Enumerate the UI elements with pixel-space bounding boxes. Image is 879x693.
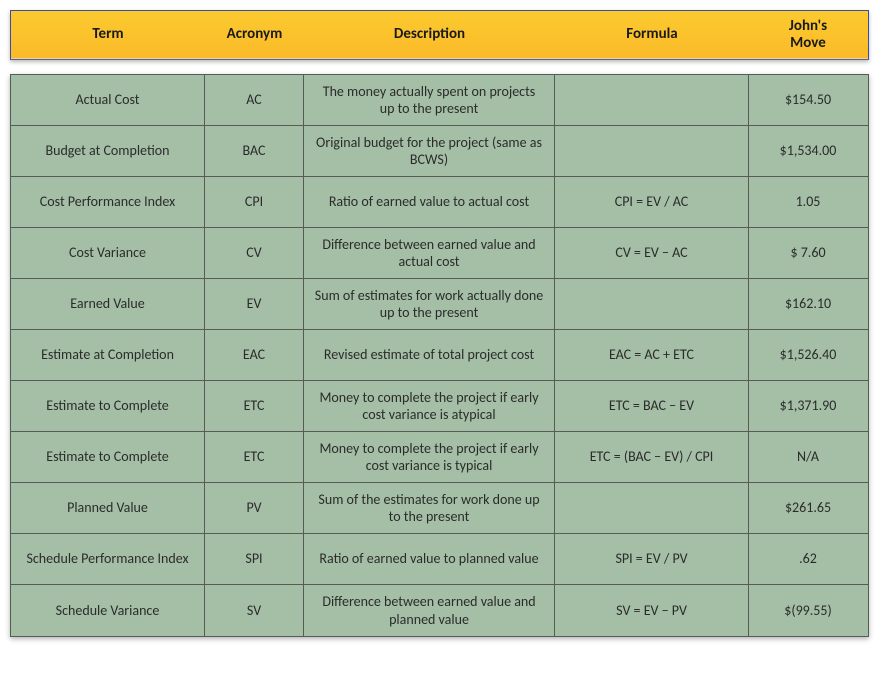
table-row: Estimate to Complete ETC Money to comple…	[11, 381, 868, 432]
table-row: Schedule Variance SV Difference between …	[11, 585, 868, 636]
cell-move: .62	[749, 534, 867, 584]
cell-desc: Money to complete the project if early c…	[304, 432, 555, 482]
table-body: Actual Cost AC The money actually spent …	[10, 74, 869, 637]
cell-formula: ETC = (BAC − EV) / CPI	[555, 432, 749, 482]
cell-term: Schedule Variance	[11, 585, 205, 636]
cell-move: N/A	[749, 432, 867, 482]
table-row: Earned Value EV Sum of estimates for wor…	[11, 279, 868, 330]
cell-formula	[555, 75, 749, 125]
cell-acronym: BAC	[205, 126, 304, 176]
cell-acronym: CV	[205, 228, 304, 278]
cell-term: Cost Performance Index	[11, 177, 205, 227]
header-formula: Formula	[555, 24, 749, 45]
cell-acronym: SV	[205, 585, 304, 636]
table-row: Estimate at Completion EAC Revised estim…	[11, 330, 868, 381]
table-row: Cost Variance CV Difference between earn…	[11, 228, 868, 279]
table-header-row: Term Acronym Description Formula John'sM…	[10, 10, 869, 60]
cell-term: Cost Variance	[11, 228, 205, 278]
cell-acronym: EAC	[205, 330, 304, 380]
cell-desc: Sum of the estimates for work done up to…	[304, 483, 555, 533]
cell-desc: Difference between earned value and plan…	[304, 585, 555, 636]
table-row: Planned Value PV Sum of the estimates fo…	[11, 483, 868, 534]
cell-term: Planned Value	[11, 483, 205, 533]
cell-desc: Ratio of earned value to planned value	[304, 534, 555, 584]
cell-desc: Ratio of earned value to actual cost	[304, 177, 555, 227]
evm-table: Term Acronym Description Formula John'sM…	[10, 10, 869, 637]
cell-formula: ETC = BAC − EV	[555, 381, 749, 431]
cell-term: Estimate to Complete	[11, 432, 205, 482]
cell-formula: SV = EV − PV	[555, 585, 749, 636]
cell-term: Estimate to Complete	[11, 381, 205, 431]
cell-move: $1,371.90	[749, 381, 867, 431]
cell-term: Budget at Completion	[11, 126, 205, 176]
cell-move: $154.50	[749, 75, 867, 125]
cell-desc: Original budget for the project (same as…	[304, 126, 555, 176]
cell-term: Actual Cost	[11, 75, 205, 125]
cell-move: $(99.55)	[749, 585, 867, 636]
cell-desc: Sum of estimates for work actually done …	[304, 279, 555, 329]
cell-move: $1,526.40	[749, 330, 867, 380]
cell-formula	[555, 126, 749, 176]
cell-acronym: ETC	[205, 381, 304, 431]
header-term: Term	[11, 24, 205, 45]
table-row: Estimate to Complete ETC Money to comple…	[11, 432, 868, 483]
cell-move: $ 7.60	[749, 228, 867, 278]
cell-desc: Revised estimate of total project cost	[304, 330, 555, 380]
cell-move: 1.05	[749, 177, 867, 227]
table-row: Actual Cost AC The money actually spent …	[11, 75, 868, 126]
cell-term: Schedule Performance Index	[11, 534, 205, 584]
cell-formula: EAC = AC + ETC	[555, 330, 749, 380]
table-row: Budget at Completion BAC Original budget…	[11, 126, 868, 177]
cell-acronym: PV	[205, 483, 304, 533]
cell-formula: CPI = EV / AC	[555, 177, 749, 227]
cell-move: $1,534.00	[749, 126, 867, 176]
cell-desc: Difference between earned value and actu…	[304, 228, 555, 278]
cell-term: Earned Value	[11, 279, 205, 329]
cell-formula	[555, 279, 749, 329]
cell-acronym: EV	[205, 279, 304, 329]
cell-acronym: AC	[205, 75, 304, 125]
header-desc: Description	[304, 24, 555, 45]
cell-acronym: CPI	[205, 177, 304, 227]
cell-move: $261.65	[749, 483, 867, 533]
cell-formula: SPI = EV / PV	[555, 534, 749, 584]
cell-desc: The money actually spent on projects up …	[304, 75, 555, 125]
table-row: Schedule Performance Index SPI Ratio of …	[11, 534, 868, 585]
cell-move: $162.10	[749, 279, 867, 329]
cell-term: Estimate at Completion	[11, 330, 205, 380]
cell-formula: CV = EV − AC	[555, 228, 749, 278]
table-row: Cost Performance Index CPI Ratio of earn…	[11, 177, 868, 228]
cell-acronym: ETC	[205, 432, 304, 482]
header-move: John'sMove	[749, 16, 867, 55]
cell-formula	[555, 483, 749, 533]
cell-desc: Money to complete the project if early c…	[304, 381, 555, 431]
header-acronym: Acronym	[205, 24, 304, 45]
cell-acronym: SPI	[205, 534, 304, 584]
